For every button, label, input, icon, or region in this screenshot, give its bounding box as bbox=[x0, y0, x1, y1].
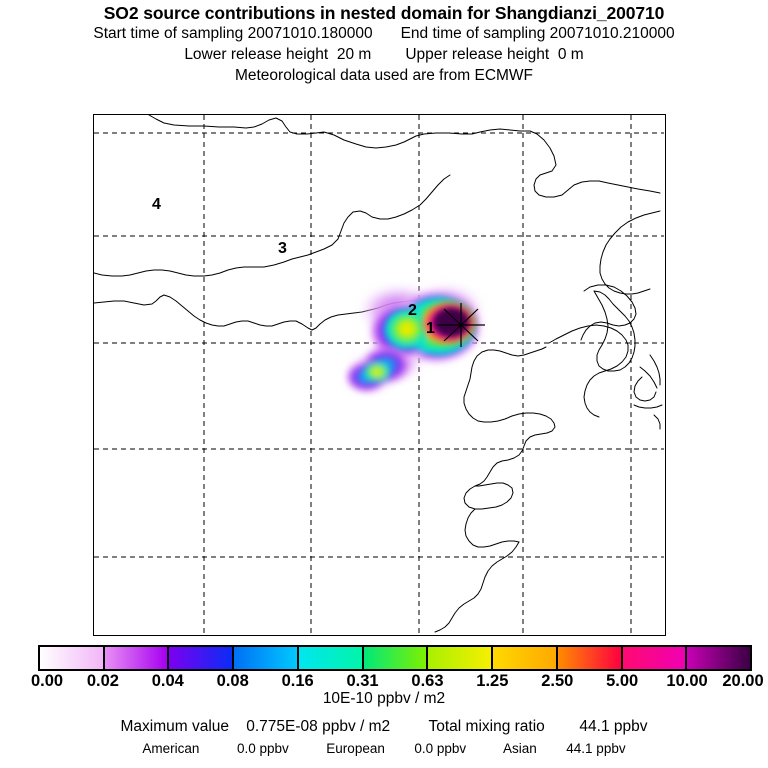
trajectory-label-2: 2 bbox=[408, 302, 417, 319]
receptor-star-icon bbox=[437, 303, 485, 347]
colorbar-tick-7: 1.25 bbox=[476, 672, 509, 690]
colorbar-tick-8: 2.50 bbox=[541, 672, 574, 690]
figure-header: SO2 source contributions in nested domai… bbox=[0, 0, 768, 86]
colorbar-segment-2 bbox=[169, 647, 235, 669]
trajectory-label-3: 3 bbox=[278, 240, 287, 257]
colorbar-segment-5 bbox=[363, 647, 429, 669]
colorbar-segment-9 bbox=[622, 647, 688, 669]
maximum-value-label: Maximum value bbox=[120, 718, 229, 735]
colorbar-segment-6 bbox=[428, 647, 494, 669]
colorbar-tick-3: 0.08 bbox=[216, 672, 249, 690]
american-value: 0.0 ppbv bbox=[236, 741, 289, 756]
end-time-label: End time of sampling bbox=[400, 25, 546, 42]
release-height-row: Lower release height 20 m Upper release … bbox=[0, 44, 768, 65]
coastline-outlines bbox=[94, 115, 663, 633]
start-time-label: Start time of sampling bbox=[93, 25, 244, 42]
colorbar-segment-1 bbox=[104, 647, 170, 669]
maximum-value: 0.775E-08 ppbv / m2 bbox=[246, 718, 391, 735]
colorbar-tick-2: 0.04 bbox=[151, 672, 184, 690]
map-plot-panel: 4 3 2 1 bbox=[93, 114, 666, 636]
trajectory-label-1: 1 bbox=[426, 320, 435, 337]
lower-release-label: Lower release height bbox=[184, 46, 329, 63]
colorbar-units-label: 10E-10 ppbv / m2 bbox=[322, 690, 446, 707]
colorbar-tick-4: 0.16 bbox=[281, 672, 314, 690]
colorbar-segment-10 bbox=[687, 647, 751, 669]
colorbar-tick-9: 5.00 bbox=[606, 672, 639, 690]
regional-contributions-row: American 0.0 ppbv European 0.0 ppbv Asia… bbox=[0, 741, 768, 756]
summary-stats-row: Maximum value 0.775E-08 ppbv / m2 Total … bbox=[0, 718, 768, 736]
page-title: SO2 source contributions in nested domai… bbox=[103, 3, 665, 23]
american-label: American bbox=[142, 741, 200, 756]
colorbar-segment-3 bbox=[234, 647, 299, 669]
met-source-line: Meteorological data used are from ECMWF bbox=[234, 67, 534, 84]
colorbar-tick-5: 0.31 bbox=[346, 672, 379, 690]
lower-release-value: 20 m bbox=[336, 46, 372, 63]
colorbar-tick-1: 0.02 bbox=[86, 672, 119, 690]
european-label: European bbox=[326, 741, 385, 756]
colorbar-region: 0.00 0.02 0.04 0.08 0.16 0.31 0.63 1.25 2.50 5.00… bbox=[31, 645, 764, 690]
european-value: 0.0 ppbv bbox=[414, 741, 467, 756]
trajectory-label-4: 4 bbox=[152, 196, 161, 213]
colorbar-segment-4 bbox=[298, 647, 364, 669]
map-gridlines bbox=[94, 115, 664, 634]
sampling-time-row: Start time of sampling 20071010.180000 E… bbox=[0, 23, 768, 44]
upper-release-value: 0 m bbox=[557, 46, 584, 63]
colorbar-tick-10: 10.00 bbox=[666, 672, 708, 690]
colorbar-segment-7 bbox=[493, 647, 558, 669]
total-mixing-ratio-value: 44.1 ppbv bbox=[579, 718, 648, 735]
colorbar bbox=[38, 645, 752, 671]
colorbar-tick-0: 0.00 bbox=[30, 672, 64, 690]
asian-value: 44.1 ppbv bbox=[566, 741, 626, 756]
total-mixing-ratio-label: Total mixing ratio bbox=[428, 718, 545, 735]
end-time-value: 20071010.210000 bbox=[549, 25, 675, 42]
upper-release-label: Upper release height bbox=[405, 46, 550, 63]
colorbar-tick-6: 0.63 bbox=[411, 672, 444, 690]
colorbar-segment-8 bbox=[557, 647, 623, 669]
colorbar-segment-0 bbox=[40, 647, 105, 669]
colorbar-tick-11: 20.00 bbox=[722, 672, 764, 690]
colorbar-tick-labels: 0.00 0.02 0.04 0.08 0.16 0.31 0.63 1.25 2.50 5.00… bbox=[31, 671, 764, 693]
start-time-value: 20071010.180000 bbox=[247, 25, 373, 42]
asian-label: Asian bbox=[502, 741, 537, 756]
